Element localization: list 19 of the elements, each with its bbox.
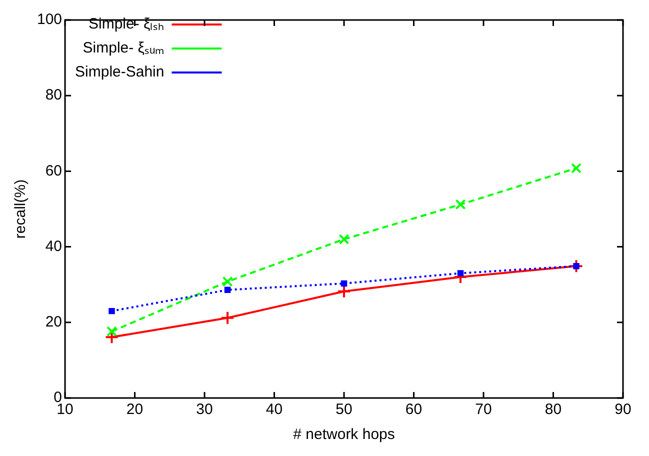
x-tick-label: 60 (405, 401, 422, 418)
x-tick-label: 30 (196, 401, 213, 418)
legend-label: Simple-Sahin (75, 64, 164, 81)
y-tick-label: 20 (45, 314, 62, 331)
y-tick-label: 100 (36, 11, 62, 28)
y-axis-title: recall(%) (12, 179, 30, 239)
x-tick-label: 80 (544, 401, 562, 418)
x-tick-label: 90 (614, 401, 632, 418)
y-tick-label: 40 (45, 238, 62, 255)
x-tick-label: 70 (475, 401, 492, 418)
x-tick-label: 40 (266, 401, 283, 418)
legend-label: Simple- ξₛᵤₘ (82, 40, 164, 57)
x-tick-label: 20 (126, 401, 144, 418)
x-tick-label: 50 (336, 401, 352, 418)
x-axis-title: # network hops (293, 426, 395, 444)
y-tick-label: 60 (45, 162, 62, 180)
y-tick-label: 80 (45, 86, 62, 104)
legend-label: Simple- ξₗₛₕ (88, 16, 164, 33)
x-tick-label: 10 (56, 401, 74, 418)
